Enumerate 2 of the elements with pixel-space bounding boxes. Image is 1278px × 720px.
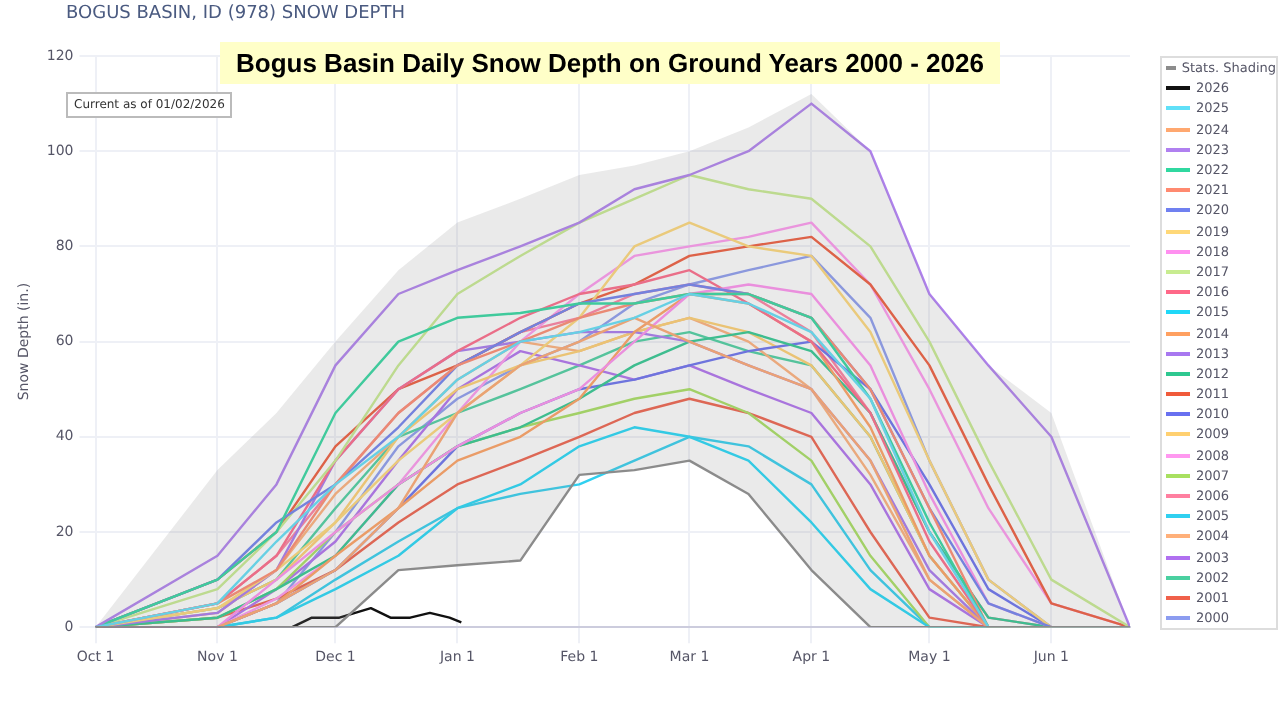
chart-title: Bogus Basin Daily Snow Depth on Ground Years 2000 - 2026 (220, 42, 1000, 84)
chart-subtitle: BOGUS BASIN, ID (978) SNOW DEPTH (66, 4, 405, 24)
